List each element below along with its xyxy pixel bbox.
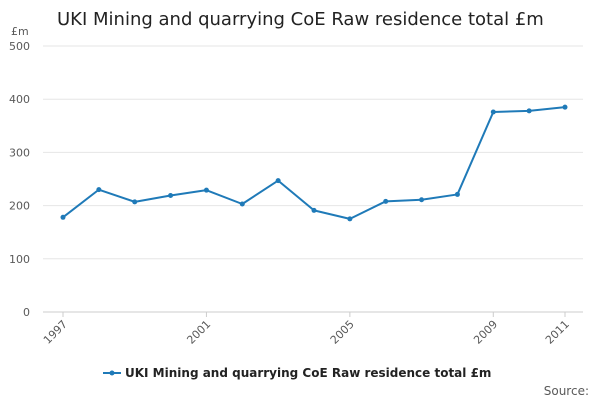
- y-tick-label: 500: [9, 40, 30, 53]
- data-point[interactable]: [239, 201, 245, 207]
- gridlines: [43, 45, 583, 313]
- data-point[interactable]: [60, 214, 66, 220]
- legend[interactable]: UKI Mining and quarrying CoE Raw residen…: [103, 366, 491, 380]
- x-tick-label: 2009: [471, 318, 500, 347]
- y-axis-ticks: 0 100 200 300 400 500: [9, 40, 30, 319]
- data-point[interactable]: [419, 197, 425, 203]
- x-tick-label: 2001: [184, 318, 213, 347]
- x-tick-label: 2005: [328, 318, 357, 347]
- data-point[interactable]: [132, 199, 138, 205]
- data-point[interactable]: [347, 216, 353, 222]
- data-point[interactable]: [490, 109, 496, 115]
- y-tick-label: 400: [9, 93, 30, 106]
- data-point[interactable]: [562, 104, 568, 110]
- data-point[interactable]: [203, 187, 209, 193]
- x-tick-label: 2011: [543, 318, 572, 347]
- data-point[interactable]: [311, 207, 317, 213]
- x-axis-ticks: 1997 2001 2005 2009 2011: [41, 312, 572, 347]
- y-axis-unit-label: £m: [11, 25, 29, 38]
- y-tick-label: 100: [9, 253, 30, 266]
- data-point[interactable]: [96, 187, 102, 193]
- chart-title: UKI Mining and quarrying CoE Raw residen…: [57, 9, 544, 30]
- source-label: Source:: [544, 384, 589, 398]
- y-tick-label: 0: [23, 306, 30, 319]
- data-point[interactable]: [275, 178, 281, 184]
- data-point[interactable]: [168, 192, 174, 198]
- data-point[interactable]: [454, 191, 460, 197]
- series-layer: [60, 104, 568, 222]
- data-point[interactable]: [383, 198, 389, 204]
- data-point[interactable]: [526, 108, 532, 114]
- y-tick-label: 300: [9, 146, 30, 159]
- x-tick-label: 1997: [41, 318, 70, 347]
- y-tick-label: 200: [9, 200, 30, 213]
- legend-swatch-marker: [109, 370, 115, 376]
- series-line: [62, 106, 566, 220]
- legend-entry-label: UKI Mining and quarrying CoE Raw residen…: [125, 366, 491, 380]
